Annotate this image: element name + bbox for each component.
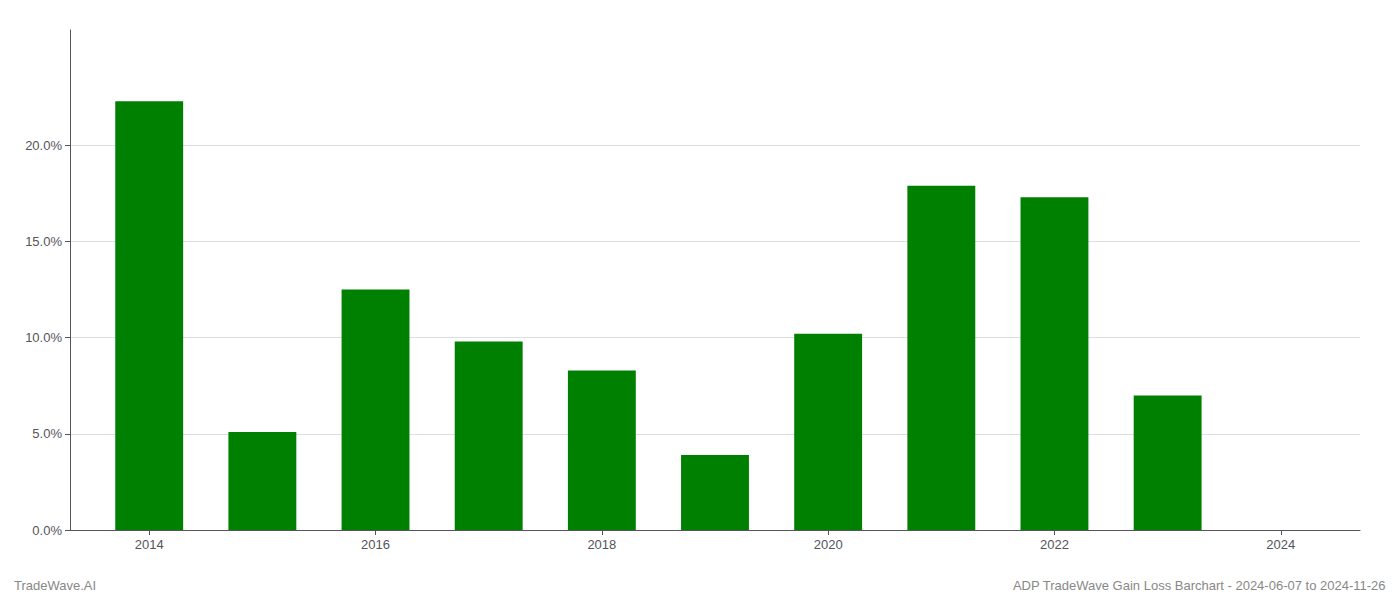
- svg-text:15.0%: 15.0%: [25, 234, 62, 249]
- svg-text:2018: 2018: [587, 537, 616, 552]
- svg-text:2024: 2024: [1266, 537, 1295, 552]
- svg-text:2020: 2020: [814, 537, 843, 552]
- svg-text:2014: 2014: [135, 537, 164, 552]
- svg-text:5.0%: 5.0%: [32, 426, 62, 441]
- svg-text:TradeWave.AI: TradeWave.AI: [14, 578, 96, 593]
- svg-text:0.0%: 0.0%: [32, 523, 62, 538]
- svg-text:20.0%: 20.0%: [25, 138, 62, 153]
- svg-text:2022: 2022: [1040, 537, 1069, 552]
- svg-text:ADP TradeWave Gain Loss Barcha: ADP TradeWave Gain Loss Barchart - 2024-…: [1013, 578, 1386, 593]
- svg-text:10.0%: 10.0%: [25, 330, 62, 345]
- svg-text:2016: 2016: [361, 537, 390, 552]
